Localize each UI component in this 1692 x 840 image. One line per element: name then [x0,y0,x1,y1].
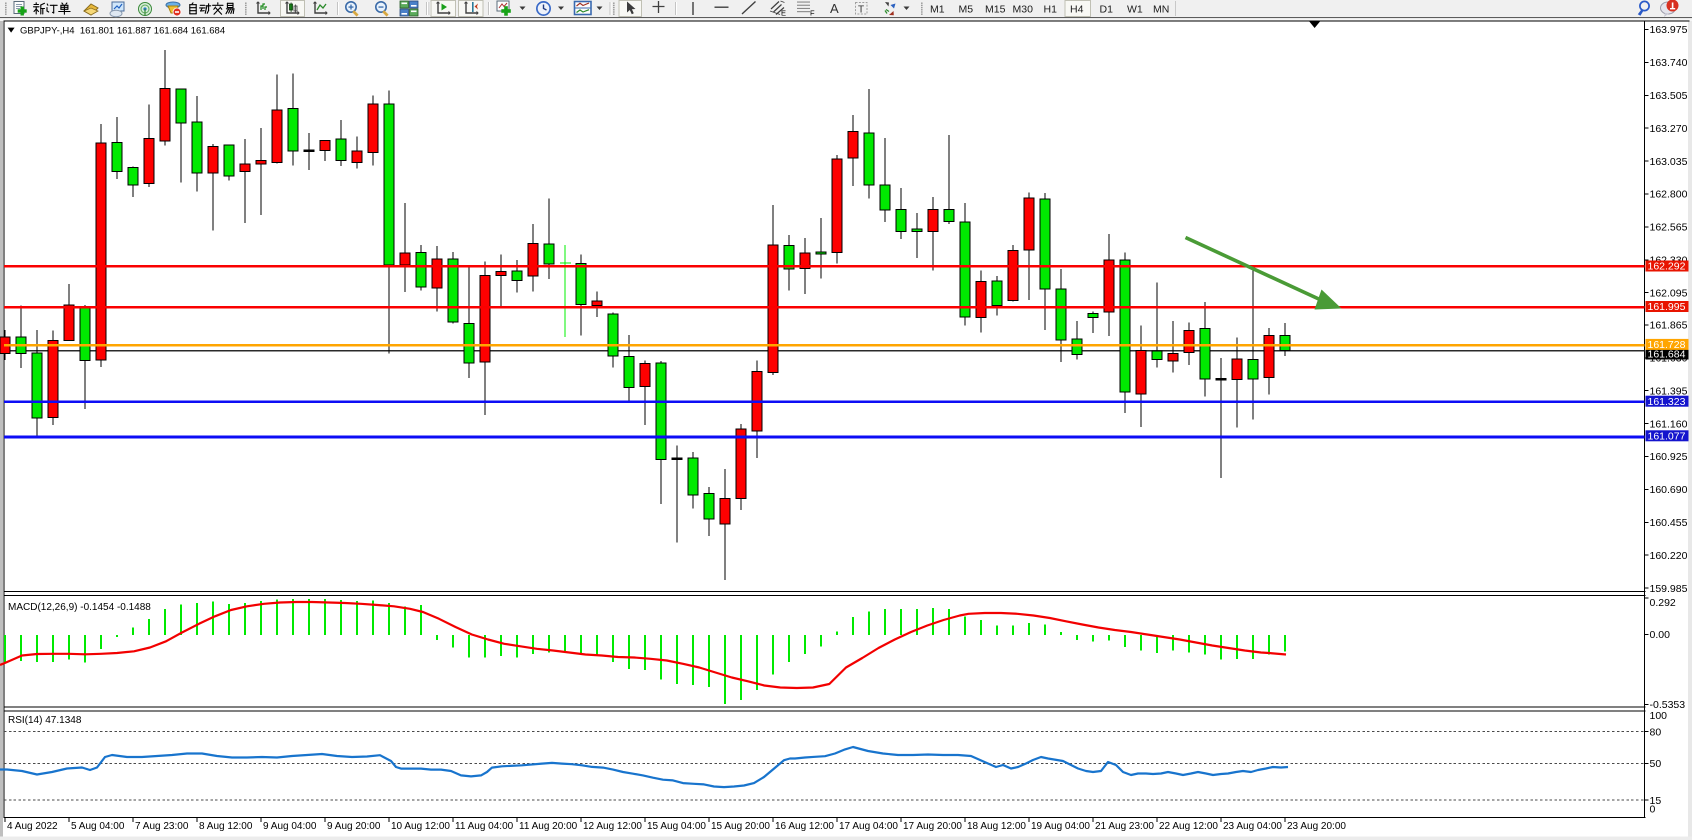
svg-text:RSI(14) 47.1348: RSI(14) 47.1348 [8,715,82,726]
svg-text:M5: M5 [959,4,974,16]
svg-text:161.395: 161.395 [1650,385,1688,397]
svg-text:163.270: 163.270 [1650,123,1688,135]
svg-text:15 Aug 20:00: 15 Aug 20:00 [711,821,770,832]
svg-text:16 Aug 12:00: 16 Aug 12:00 [775,821,834,832]
svg-text:M1: M1 [930,4,945,16]
svg-text:-0.5353: -0.5353 [1650,699,1686,711]
svg-text:0.292: 0.292 [1650,597,1676,609]
svg-text:12 Aug 12:00: 12 Aug 12:00 [583,821,642,832]
svg-text:159.985: 159.985 [1650,583,1688,595]
svg-text:161.077: 161.077 [1648,431,1686,443]
svg-text:161.684: 161.684 [1648,349,1686,361]
svg-text:161.995: 161.995 [1648,301,1686,313]
svg-text:A: A [830,1,839,16]
svg-text:9 Aug 04:00: 9 Aug 04:00 [263,821,317,832]
svg-text:T: T [858,5,864,16]
svg-text:161.865: 161.865 [1650,320,1688,332]
svg-text:18 Aug 12:00: 18 Aug 12:00 [967,821,1026,832]
svg-text:21 Aug 23:00: 21 Aug 23:00 [1095,821,1154,832]
svg-text:M30: M30 [1013,4,1034,16]
svg-text:162.800: 162.800 [1650,189,1688,201]
svg-text:15 Aug 04:00: 15 Aug 04:00 [647,821,706,832]
svg-text:161.323: 161.323 [1648,396,1686,408]
svg-text:5 Aug 04:00: 5 Aug 04:00 [71,821,125,832]
svg-text:160.690: 160.690 [1650,484,1688,496]
svg-text:9 Aug 20:00: 9 Aug 20:00 [327,821,381,832]
svg-text:W1: W1 [1127,4,1143,16]
svg-text:163.505: 163.505 [1650,90,1688,102]
svg-text:M15: M15 [985,4,1006,16]
svg-text:4 Aug 2022: 4 Aug 2022 [7,821,58,832]
svg-text:80: 80 [1650,727,1662,739]
svg-text:100: 100 [1650,710,1668,722]
svg-text:11 Aug 04:00: 11 Aug 04:00 [455,821,514,832]
svg-text:MACD(12,26,9) -0.1454 -0.1488: MACD(12,26,9) -0.1454 -0.1488 [8,602,151,613]
svg-text:E: E [781,9,786,18]
svg-text:160.455: 160.455 [1650,517,1688,529]
svg-text:10 Aug 12:00: 10 Aug 12:00 [391,821,450,832]
svg-text:11 Aug 20:00: 11 Aug 20:00 [519,821,578,832]
svg-text:17 Aug 04:00: 17 Aug 04:00 [839,821,898,832]
svg-text:161.728: 161.728 [1648,339,1686,351]
svg-text:MN: MN [1153,4,1169,16]
svg-text:162.292: 162.292 [1648,261,1686,273]
svg-text:F: F [810,9,815,18]
svg-text:23 Aug 20:00: 23 Aug 20:00 [1287,821,1346,832]
svg-text:19 Aug 04:00: 19 Aug 04:00 [1031,821,1090,832]
svg-text:162.565: 162.565 [1650,222,1688,234]
svg-text:0: 0 [1650,804,1656,816]
svg-text:23 Aug 04:00: 23 Aug 04:00 [1223,821,1282,832]
svg-text:0.00: 0.00 [1650,629,1671,641]
svg-text:50: 50 [1650,758,1662,770]
svg-text:161.160: 161.160 [1650,418,1688,430]
svg-text:15: 15 [1650,795,1662,807]
svg-text:D1: D1 [1100,4,1114,16]
svg-text:GBPJPY-,H4 161.801 161.887 16: GBPJPY-,H4 161.801 161.887 161.684 161.6… [20,26,225,37]
svg-text:160.220: 160.220 [1650,550,1688,562]
svg-text:17 Aug 20:00: 17 Aug 20:00 [903,821,962,832]
svg-text:163.035: 163.035 [1650,156,1688,168]
svg-text:162.095: 162.095 [1650,287,1688,299]
svg-text:8 Aug 12:00: 8 Aug 12:00 [199,821,253,832]
svg-text:7 Aug 23:00: 7 Aug 23:00 [135,821,189,832]
svg-text:H1: H1 [1044,4,1058,16]
svg-text:160.925: 160.925 [1650,451,1688,463]
svg-text:H4: H4 [1070,4,1084,16]
svg-text:22 Aug 12:00: 22 Aug 12:00 [1159,821,1218,832]
svg-text:163.740: 163.740 [1650,57,1688,69]
svg-text:163.975: 163.975 [1650,24,1688,36]
